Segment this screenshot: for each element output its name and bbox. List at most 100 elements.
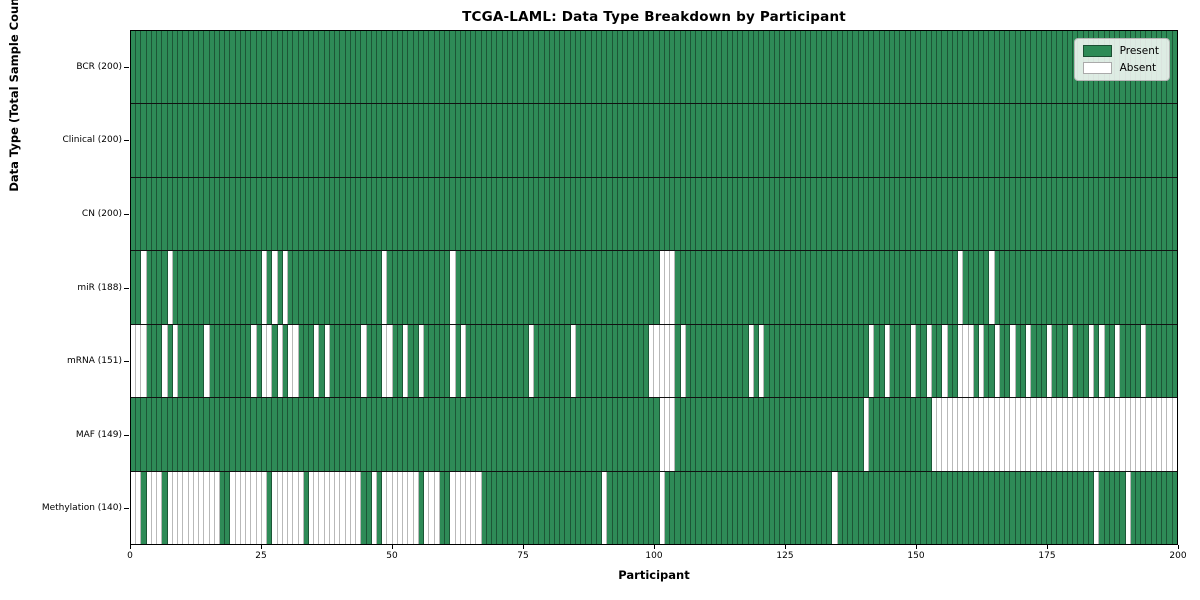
heatmap-cell (261, 31, 268, 104)
heatmap-cell (596, 177, 603, 251)
heatmap-cell (518, 251, 524, 324)
heatmap-cell (549, 324, 555, 398)
heatmap-cell (429, 177, 435, 251)
heatmap-cell (638, 471, 644, 544)
heatmap-cell (476, 471, 482, 544)
heatmap-cell (1115, 398, 1121, 471)
heatmap-cell (759, 104, 765, 177)
heatmap-cell (303, 251, 309, 324)
heatmap-cell (994, 324, 1000, 398)
heatmap-cell (994, 251, 1000, 324)
heatmap-cell (1167, 324, 1173, 398)
legend-label: Absent (1119, 62, 1157, 74)
heatmap-cell (905, 398, 911, 471)
heatmap-cell (429, 31, 435, 104)
heatmap-cell (858, 31, 864, 104)
heatmap-cell (722, 31, 728, 104)
heatmap-cell (617, 31, 624, 104)
heatmap-cell (623, 31, 629, 104)
heatmap-cell (785, 104, 791, 177)
heatmap-cell (617, 471, 624, 544)
heatmap-cell (869, 31, 875, 104)
heatmap-cell (759, 31, 765, 104)
heatmap-cell (230, 324, 236, 398)
heatmap-cell (1047, 104, 1053, 177)
heatmap-cell (460, 251, 466, 324)
heatmap-cell (905, 324, 911, 398)
heatmap-cell (1141, 398, 1147, 471)
heatmap-cell (827, 398, 833, 471)
heatmap-cell (350, 324, 357, 398)
heatmap-cell (774, 177, 781, 251)
heatmap-cell (596, 398, 603, 471)
heatmap-cell (1026, 104, 1032, 177)
heatmap-cell (397, 471, 404, 544)
heatmap-cell (905, 177, 911, 251)
heatmap-cell (596, 251, 603, 324)
heatmap-cell (706, 31, 713, 104)
heatmap-cell (947, 398, 953, 471)
heatmap-cell (225, 31, 231, 104)
heatmap-cell (973, 324, 979, 398)
heatmap-cell (345, 177, 351, 251)
heatmap-cell (591, 251, 597, 324)
heatmap-cell (1104, 251, 1110, 324)
heatmap-cell (879, 324, 885, 398)
heatmap-cell (528, 471, 535, 544)
heatmap-cell (1120, 104, 1126, 177)
heatmap-cell (460, 471, 466, 544)
heatmap-cell (801, 324, 807, 398)
heatmap-cell (659, 471, 665, 544)
heatmap-cell (916, 251, 922, 324)
heatmap-cell (1073, 471, 1079, 544)
heatmap-cell (460, 31, 466, 104)
heatmap-cell (193, 177, 200, 251)
heatmap-cell (869, 177, 875, 251)
heatmap-cell (842, 398, 849, 471)
heatmap-cell (1062, 31, 1068, 104)
heatmap-cell (209, 177, 215, 251)
row-label-MAF: MAF (149) (75, 429, 122, 440)
heatmap-cell (884, 177, 890, 251)
heatmap-cell (193, 251, 200, 324)
heatmap-cell (712, 398, 718, 471)
heatmap-cell (675, 471, 681, 544)
heatmap-cell (1115, 324, 1121, 398)
heatmap-cell (1162, 324, 1168, 398)
heatmap-cell (528, 31, 535, 104)
heatmap-cell (900, 31, 906, 104)
heatmap-cell (937, 471, 943, 544)
heatmap-cell (1057, 324, 1063, 398)
heatmap-cell (136, 104, 142, 177)
heatmap-cell (1010, 31, 1016, 104)
heatmap-cell (382, 398, 388, 471)
heatmap-cell (884, 251, 890, 324)
heatmap-cell (1005, 31, 1011, 104)
heatmap-cell (288, 324, 294, 398)
heatmap-cell (1083, 177, 1089, 251)
heatmap-cell (136, 31, 142, 104)
heatmap-cell (460, 324, 466, 398)
heatmap-cell (183, 398, 189, 471)
heatmap-cell (842, 251, 849, 324)
heatmap-cell (570, 177, 576, 251)
heatmap-cell (738, 398, 744, 471)
heatmap-cell (978, 471, 985, 544)
heatmap-cell (141, 324, 147, 398)
heatmap-cell (785, 471, 791, 544)
x-tick-mark (785, 545, 786, 549)
heatmap-cell (664, 104, 671, 177)
heatmap-cell (947, 324, 953, 398)
heatmap-cell (968, 471, 974, 544)
heatmap-cell (523, 31, 529, 104)
heatmap-cell (178, 324, 184, 398)
heatmap-cell (795, 398, 801, 471)
heatmap-cell (1172, 398, 1177, 471)
heatmap-cell (502, 104, 508, 177)
heatmap-cell (806, 471, 812, 544)
heatmap-cell (141, 31, 147, 104)
heatmap-cell (392, 398, 398, 471)
heatmap-cell (1167, 104, 1173, 177)
heatmap-cell (963, 398, 969, 471)
heatmap-cell (575, 471, 582, 544)
